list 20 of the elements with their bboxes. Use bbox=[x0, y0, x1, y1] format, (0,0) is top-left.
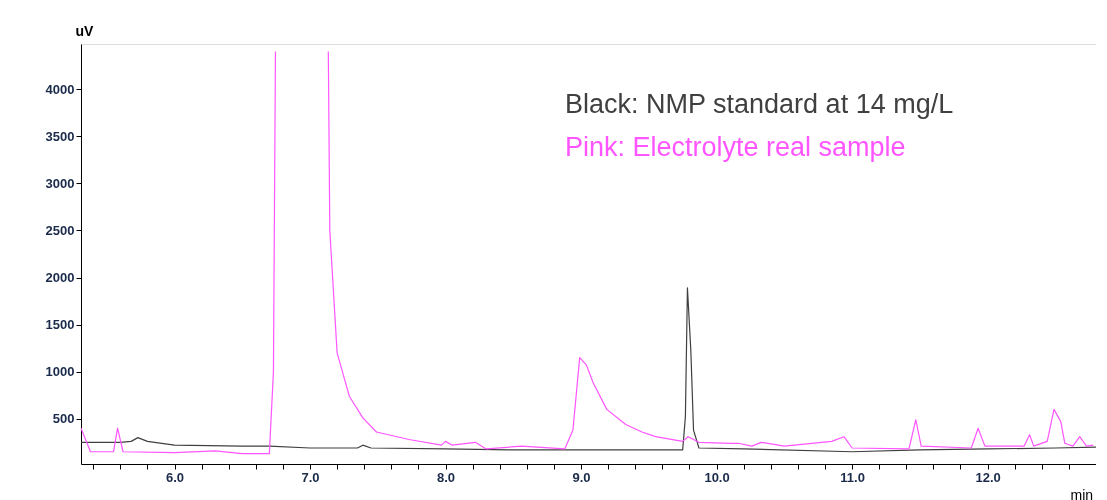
y-tick-label: 500 bbox=[52, 411, 75, 427]
line-series bbox=[81, 287, 1096, 453]
text: Black: NMP standard at 14 mg/L bbox=[565, 89, 954, 119]
x-tick-label: 11.0 bbox=[840, 469, 865, 485]
x-tick-label: 6.0 bbox=[165, 469, 185, 485]
x-axis-title: min bbox=[1070, 486, 1094, 500]
y-tick-label: 1000 bbox=[45, 364, 75, 380]
y-tick-label: 4000 bbox=[45, 81, 75, 97]
x-tick-label: 12.0 bbox=[975, 469, 1001, 485]
y-tick-label: 2000 bbox=[45, 270, 75, 286]
x-tick-label: 7.0 bbox=[301, 469, 320, 485]
y-tick-label: 1500 bbox=[45, 317, 75, 333]
y-axis-title: uV bbox=[75, 22, 95, 39]
y-tick-label: 3500 bbox=[45, 128, 75, 144]
x-tick-label: 9.0 bbox=[572, 469, 591, 485]
y-tick-label: 3000 bbox=[45, 175, 75, 191]
x-tick-label: 10.0 bbox=[704, 469, 730, 485]
text: Pink: Electrolyte real sample bbox=[565, 132, 906, 162]
x-tick-label: 8.0 bbox=[436, 469, 456, 485]
y-tick-label: 2500 bbox=[45, 222, 75, 238]
